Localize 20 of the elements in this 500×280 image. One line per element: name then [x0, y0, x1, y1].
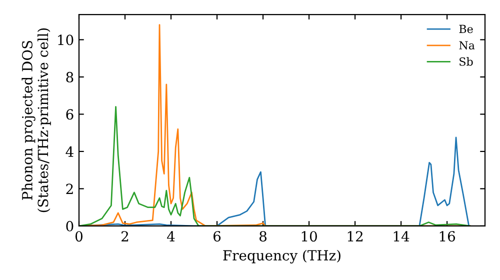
x-tick-label: 0	[75, 231, 82, 242]
x-tick-label: 10	[302, 231, 317, 242]
y-tick-label: 6	[66, 109, 74, 120]
y-axis-title: Phonon projected DOS (States/THz·primitive cell)	[22, 28, 51, 212]
x-tick-label: 2	[122, 231, 128, 242]
y-tick-label: 0	[66, 220, 74, 232]
x-tick-label: 6	[214, 231, 221, 242]
x-tick-label: 14	[394, 231, 410, 242]
legend-label: Sb	[460, 57, 473, 66]
legend-label: Be	[459, 24, 473, 34]
y-tick-label: 8	[66, 72, 74, 82]
y-tick-label: 10	[58, 34, 74, 46]
x-tick-label: 8	[260, 231, 267, 242]
x-tick-label: 16	[440, 231, 456, 242]
y-tick-label: 2	[66, 184, 73, 194]
y-tick-label: 4	[66, 146, 74, 157]
x-tick-label: 12	[348, 231, 363, 242]
x-axis-title: Frequency (THz)	[223, 250, 340, 264]
x-tick-label: 4	[167, 231, 175, 242]
legend-label: Na	[459, 41, 475, 50]
